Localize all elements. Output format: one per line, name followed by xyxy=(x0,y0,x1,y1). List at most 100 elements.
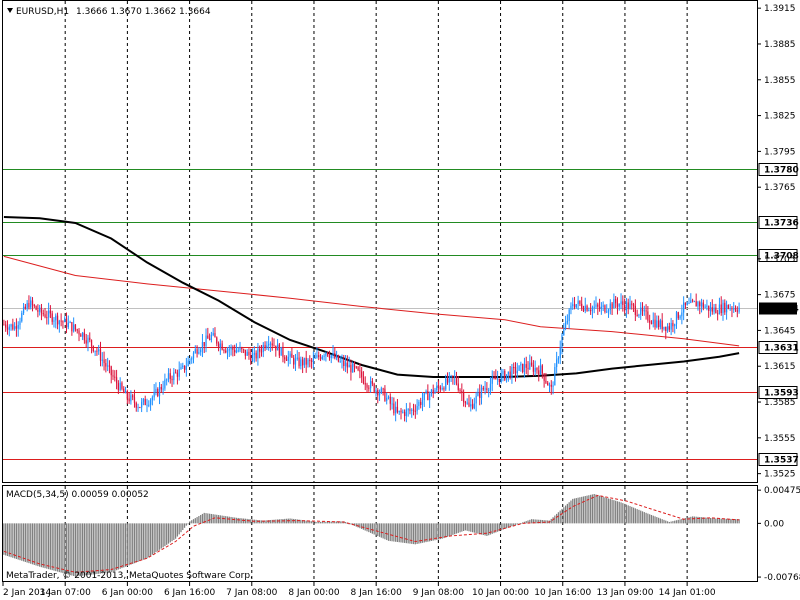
macd-histogram-bar xyxy=(713,518,715,524)
candle-bear xyxy=(734,308,737,311)
time-label: 6 Jan 00:00 xyxy=(102,588,154,598)
candle-bull xyxy=(19,321,21,325)
candle-bear xyxy=(541,365,543,374)
macd-histogram-bar xyxy=(334,521,336,524)
macd-histogram-bar xyxy=(103,523,105,574)
macd-histogram-bar xyxy=(151,523,153,555)
macd-histogram-bar xyxy=(654,516,656,524)
macd-histogram-bar xyxy=(178,523,180,535)
macd-histogram-bar xyxy=(135,523,137,563)
macd-histogram-bar xyxy=(44,523,46,569)
candle-bull xyxy=(600,306,602,309)
candle-bear xyxy=(717,313,719,315)
macd-histogram-bar xyxy=(496,523,499,532)
candle-bear xyxy=(126,391,128,399)
candle-bull xyxy=(577,300,579,305)
macd-histogram-bar xyxy=(375,523,377,536)
price-tick-label: 1.3855 xyxy=(764,76,796,86)
candle-bear xyxy=(616,303,619,307)
candle-bull xyxy=(173,372,175,381)
candle-bear xyxy=(46,317,48,319)
candle-bull xyxy=(58,320,60,325)
current-price-label: 1.3664 xyxy=(764,305,799,315)
candle-bear xyxy=(223,349,225,351)
candle-bear xyxy=(293,357,295,365)
macd-histogram-bar xyxy=(566,503,569,524)
candle-bear xyxy=(479,391,481,398)
candle-bull xyxy=(146,404,148,406)
macd-histogram-bar xyxy=(572,498,574,524)
candle-bull xyxy=(253,352,255,355)
macd-histogram-bar xyxy=(230,516,232,524)
macd-histogram-bar xyxy=(386,523,388,541)
macd-histogram-bar xyxy=(454,523,456,535)
macd-histogram-bar xyxy=(312,521,314,524)
macd-histogram-bar xyxy=(355,523,357,527)
candle-bull xyxy=(101,359,103,361)
candle-bull xyxy=(552,385,554,387)
macd-histogram-bar xyxy=(493,523,495,534)
candle-bear xyxy=(144,398,146,406)
chevron-down-icon[interactable] xyxy=(7,8,13,13)
macd-histogram-bar xyxy=(189,521,191,524)
candle-bear xyxy=(622,301,624,305)
candle-bull xyxy=(226,349,229,353)
macd-histogram-bar xyxy=(641,511,644,524)
macd-histogram-bar xyxy=(591,494,594,524)
macd-histogram-bar xyxy=(382,523,384,539)
macd-histogram-bar xyxy=(446,523,449,537)
macd-histogram-bar xyxy=(532,519,535,524)
candle-bull xyxy=(729,308,731,310)
macd-histogram-bar xyxy=(21,523,23,561)
macd-histogram-bar xyxy=(164,523,166,547)
candle-bull xyxy=(475,395,477,404)
candle-bear xyxy=(328,355,331,359)
macd-histogram-bar xyxy=(377,523,379,537)
macd-histogram-bar xyxy=(484,523,486,536)
macd-histogram-bar xyxy=(76,523,78,577)
macd-histogram-bar xyxy=(357,523,359,528)
macd-histogram-bar xyxy=(51,523,53,571)
candle-bull xyxy=(584,305,586,311)
candle-bear xyxy=(15,326,18,329)
macd-histogram-bar xyxy=(530,519,533,524)
macd-histogram-bar xyxy=(130,523,132,565)
macd-histogram-bar xyxy=(513,523,515,526)
macd-histogram-bar xyxy=(489,523,492,535)
candle-bear xyxy=(264,344,266,348)
macd-histogram-bar xyxy=(552,517,554,524)
candle-bear xyxy=(350,364,352,373)
support-level-label: 1.3631 xyxy=(764,344,799,354)
macd-histogram-bar xyxy=(439,523,441,540)
candle-bear xyxy=(112,375,114,377)
macd-panel-frame xyxy=(2,485,758,582)
candle-bear xyxy=(461,390,463,393)
candle-bull xyxy=(369,381,372,389)
macd-histogram-bar xyxy=(153,523,155,554)
candle-bear xyxy=(573,304,576,308)
macd-histogram-bar xyxy=(298,519,300,524)
macd-histogram-bar xyxy=(677,519,679,524)
candle-bull xyxy=(688,303,690,305)
candle-bull xyxy=(124,391,127,394)
current-price-box xyxy=(759,302,797,315)
macd-histogram-bar xyxy=(39,523,41,567)
candle-bear xyxy=(403,411,406,417)
candle-bear xyxy=(346,362,348,368)
macd-histogram-bar xyxy=(166,523,168,545)
support-level-box xyxy=(758,341,798,354)
candle-bear xyxy=(51,313,53,322)
macd-histogram-bar xyxy=(332,521,334,524)
macd-histogram-bar xyxy=(171,523,173,542)
candle-bear xyxy=(452,375,454,378)
candle-bear xyxy=(504,370,506,380)
main-panel-frame xyxy=(2,0,758,483)
macd-histogram-bar xyxy=(543,520,545,524)
candle-bear xyxy=(275,345,277,351)
candle-bear xyxy=(355,366,357,368)
macd-histogram-bar xyxy=(362,523,365,530)
candle-bear xyxy=(724,302,726,313)
candle-bear xyxy=(40,307,43,314)
candle-bull xyxy=(395,406,397,414)
